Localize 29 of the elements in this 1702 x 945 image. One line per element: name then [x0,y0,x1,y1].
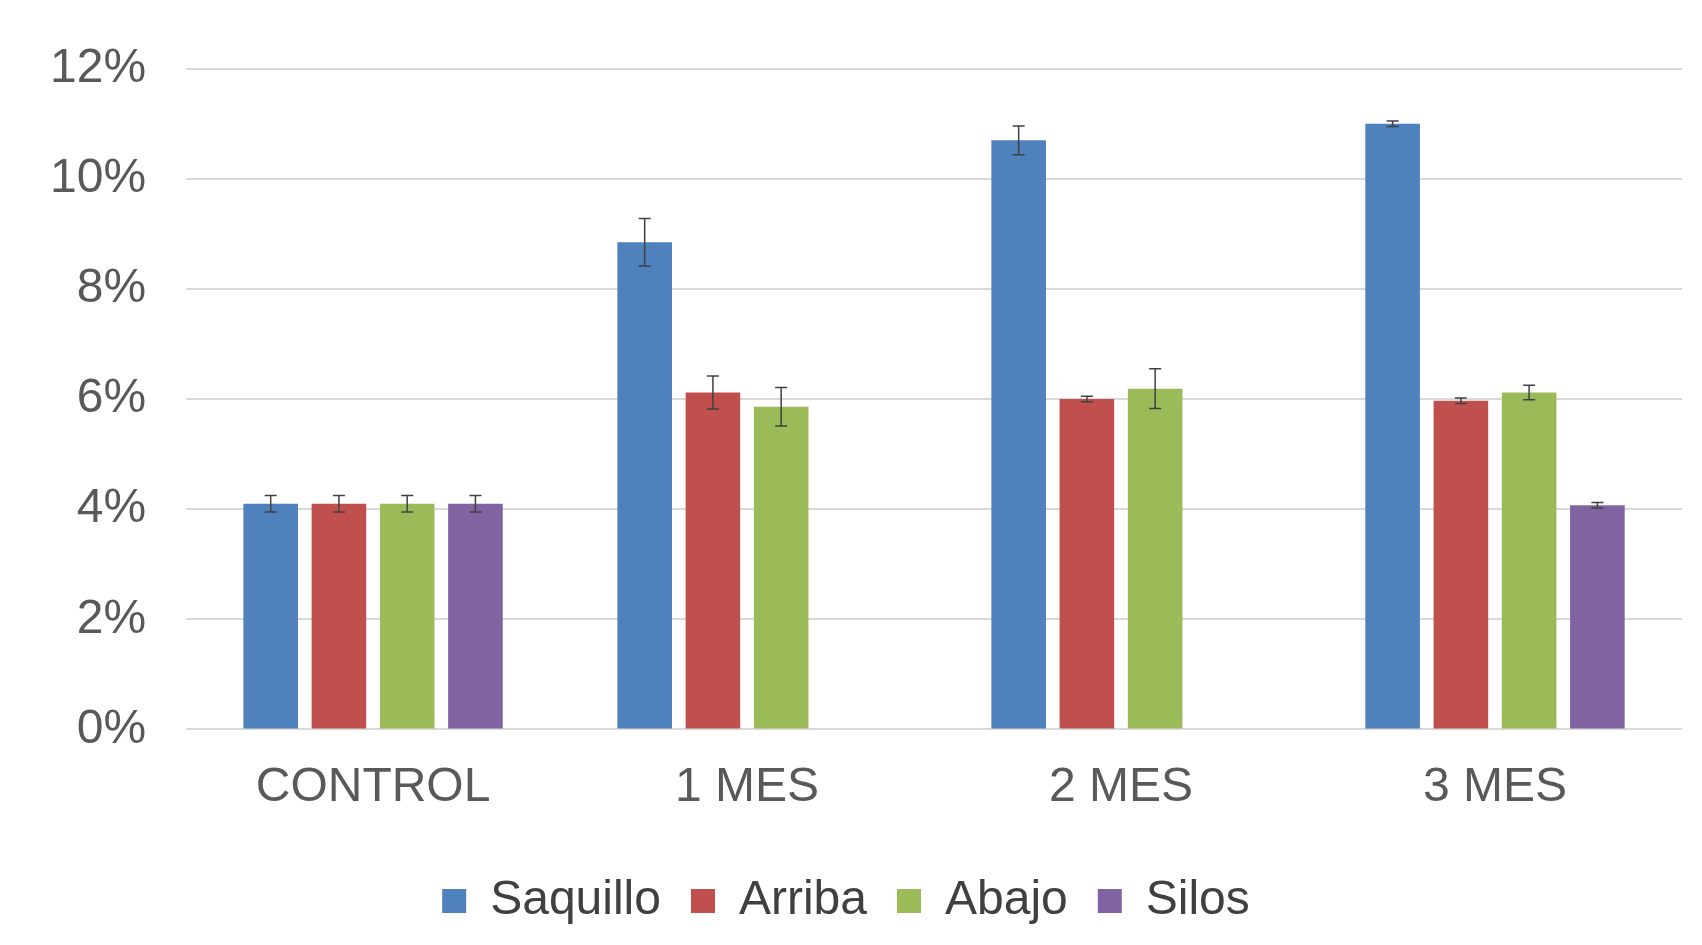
bar [448,503,503,729]
bar [1570,505,1625,729]
bar [753,406,809,729]
x-tick-label: 3 MES [1422,758,1568,812]
bar [991,140,1046,729]
x-tick-label: CONTROL [255,758,491,812]
bar [379,503,435,729]
bar [1059,399,1115,729]
bar [1501,392,1557,729]
bar [617,242,672,729]
bar [685,392,741,729]
bar [1127,388,1183,729]
y-tick-label: 2% [76,589,147,643]
legend-label: Silos [1145,871,1250,925]
bar [311,503,367,729]
legend-label: Abajo [945,871,1068,925]
y-tick-label: 10% [49,149,147,203]
legend-label: Arriba [738,871,868,925]
bar [243,503,298,729]
x-tick-label: 2 MES [1049,758,1194,812]
bar [1365,123,1420,729]
x-tick-label: 1 MES [675,758,820,812]
y-tick-label: 6% [76,369,147,423]
y-tick-label: 4% [76,479,147,533]
bar [1433,400,1489,729]
y-tick-label: 0% [76,699,147,753]
legend-label: Saquillo [490,871,661,925]
y-tick-label: 12% [49,39,147,93]
y-tick-label: 8% [76,259,147,313]
